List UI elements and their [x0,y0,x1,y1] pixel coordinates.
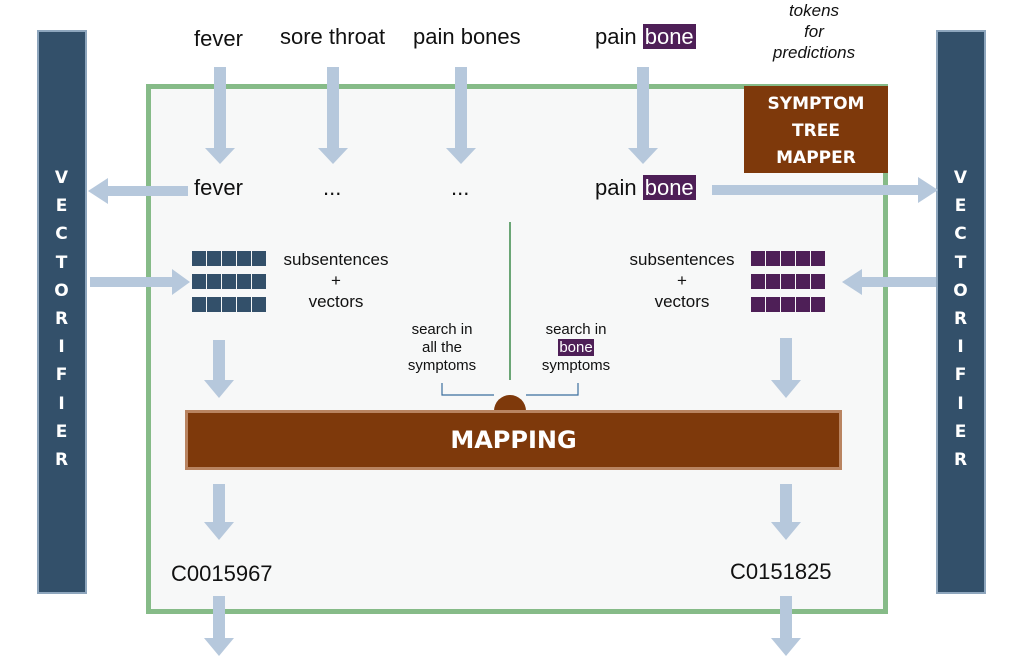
inner-token-ellipsis: ... [323,175,342,200]
vectorifier-left: V E C T O R I F I E R [37,30,87,594]
vectorifier-letter: F [954,365,968,386]
token-pain: pain [595,24,637,49]
vectorifier-left-label: V E C T O R I F I E R [39,164,85,474]
token-bone-highlight: bone [642,24,696,49]
predictions-note-line: tokens [788,1,840,20]
vectorifier-letter: R [54,449,70,470]
arrow-right-to-vectorifier [712,177,938,203]
inner-token-ellipsis: ... [451,175,470,200]
subsentences-right-label: subsentences + vectors [622,249,742,312]
token-pain-bone: pain bone [595,24,696,50]
predictions-note-line: for [804,22,824,41]
search-all-line: symptoms [407,357,477,374]
vectorifier-letter: E [55,421,69,442]
inner-token-fever: fever [194,175,243,200]
vectorifier-letter: R [54,308,70,329]
vectorifier-letter: C [954,224,968,245]
vectorifier-letter: R [953,308,969,329]
arrow-down-right-code [771,484,801,540]
subsentences-left-label: subsentences + vectors [276,249,396,312]
vectorifier-right: V E C T O R I F I E R [936,30,986,594]
vectorifier-letter: E [954,421,968,442]
arrow-down-fever [205,67,235,164]
subsentences-line: vectors [654,292,710,311]
arrow-down-pain-bones [446,67,476,164]
vectorifier-letter: I [58,337,66,358]
subsentences-line: vectors [308,292,364,311]
arrow-down-sore-throat [318,67,348,164]
vector-grid-right [751,297,825,312]
vectorifier-letter: T [55,252,69,273]
vectorifier-right-label: V E C T O R I F I E R [938,164,984,474]
vectorifier-letter: F [55,365,69,386]
arrow-down-right-mapping [771,338,801,398]
vector-grid-left [192,251,266,266]
subsentences-line: subsentences [283,250,389,269]
vector-grid-right [751,251,825,266]
search-bone-highlight: bone [558,339,594,356]
predictions-note: tokens for predictions [760,0,868,63]
code-right: C0151825 [730,559,832,584]
search-bone-label: search in bone symptoms [532,321,620,375]
arrow-down-left-output [204,596,234,656]
vectorifier-letter: I [957,393,965,414]
mapping-bar: MAPPING [185,410,842,470]
token-fever: fever [194,26,243,51]
vector-grid-left [192,274,266,289]
code-left: C0015967 [171,561,273,586]
token-sore-throat: sore throat [280,24,386,49]
vectorifier-letter: T [954,252,968,273]
vectorifier-letter: C [55,224,69,245]
arrow-down-pain-bone [628,67,658,164]
vector-grid-left [192,297,266,312]
symptom-tree-mapper-label: SYMPTOM TREE MAPPER [744,86,888,173]
tree-label-line: TREE [792,121,840,141]
vectorifier-letter: I [58,393,66,414]
search-all-line: all the [421,339,463,356]
arrow-right-from-vectorifier [90,269,190,295]
vector-grid-right [751,274,825,289]
search-all-bracket [441,383,494,396]
search-bone-line: symptoms [541,357,611,374]
arrow-left-from-vectorifier [842,269,936,295]
inner-token-pain-bone: pain bone [595,175,696,201]
search-all-label: search in all the symptoms [398,321,486,375]
arrow-down-right-output [771,596,801,656]
arrow-down-left-mapping [204,340,234,398]
vectorifier-letter: V [54,168,70,188]
vectorifier-letter: O [953,280,969,301]
subsentences-line: subsentences [629,250,735,269]
vectorifier-letter: E [954,196,968,217]
vectorifier-letter: V [953,168,969,188]
subsentences-line: + [677,271,687,290]
vectorifier-letter: R [953,449,969,470]
search-bone-line: search in [545,321,607,338]
search-bone-bracket [526,383,579,396]
arrow-left-to-vectorifier [88,178,188,204]
tree-label-line: SYMPTOM [767,94,865,114]
vectorifier-letter: O [54,280,70,301]
tree-label-line: MAPPER [776,148,856,168]
vectorifier-letter: E [55,196,69,217]
arrow-down-left-code [204,484,234,540]
vectorifier-letter: I [957,337,965,358]
inner-token-bone-highlight: bone [642,175,696,200]
inner-token-pain: pain [595,175,637,200]
token-pain-bones: pain bones [413,24,521,49]
subsentences-line: + [331,271,341,290]
search-all-line: search in [411,321,473,338]
predictions-note-line: predictions [772,43,856,62]
